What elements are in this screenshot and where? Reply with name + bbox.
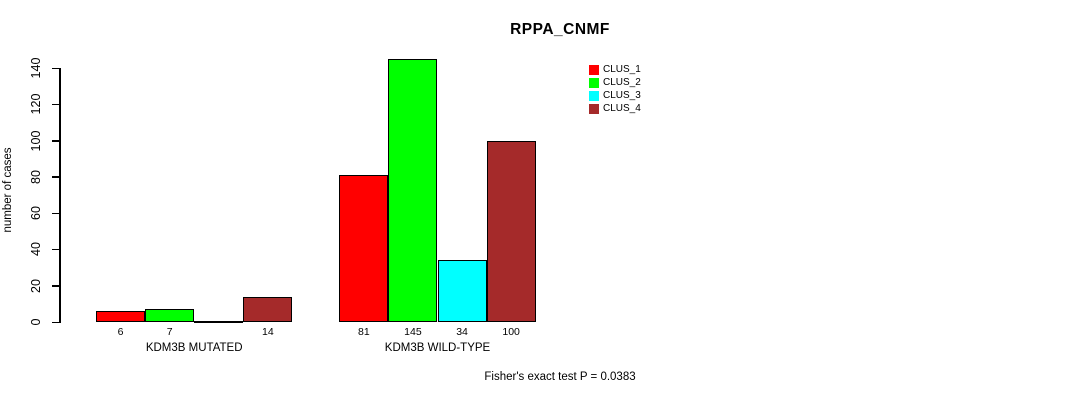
bar	[437, 260, 487, 322]
bar-value-label: 34	[456, 326, 468, 338]
legend-item: CLUS_1	[589, 63, 641, 76]
bar	[388, 58, 438, 322]
y-tick-label: 0	[29, 318, 43, 326]
bar	[339, 175, 389, 322]
legend-swatch	[589, 90, 599, 101]
y-tick	[52, 212, 59, 215]
y-tick-label: 120	[29, 93, 43, 115]
bar-zero-line	[194, 321, 244, 323]
bar-value-label: 7	[166, 326, 173, 338]
legend-item: CLUS_4	[589, 102, 641, 115]
fisher-test-annotation: Fisher's exact test P = 0.0383	[484, 371, 636, 383]
bar	[243, 296, 293, 322]
y-tick	[52, 176, 59, 178]
bar	[145, 309, 195, 322]
legend-label: CLUS_1	[603, 64, 641, 75]
y-tick-label: 140	[29, 57, 43, 79]
y-tick	[52, 103, 59, 106]
legend-label: CLUS_2	[603, 77, 641, 88]
bar	[96, 311, 146, 322]
y-tick-label: 60	[29, 206, 43, 221]
y-tick	[52, 140, 59, 142]
bar-value-label: 81	[358, 326, 370, 338]
y-tick	[52, 248, 59, 251]
x-group-label: KDM3B WILD-TYPE	[384, 342, 491, 354]
legend-label: CLUS_4	[603, 103, 641, 114]
y-tick-label: 20	[29, 278, 43, 293]
legend-swatch	[589, 77, 599, 88]
legend-item: CLUS_2	[589, 76, 641, 89]
legend-swatch	[589, 103, 599, 114]
y-tick-label: 100	[29, 130, 43, 151]
legend: CLUS_1 CLUS_2 CLUS_3 CLUS_4	[589, 63, 641, 115]
legend-swatch	[589, 64, 599, 75]
y-tick	[52, 67, 59, 69]
x-group-label: KDM3B MUTATED	[145, 342, 243, 354]
y-tick	[52, 285, 59, 287]
bar-value-label: 100	[502, 326, 520, 338]
bar	[486, 140, 536, 322]
bar-value-label: 6	[117, 326, 124, 338]
legend-item: CLUS_3	[589, 89, 641, 102]
legend-label: CLUS_3	[603, 90, 641, 101]
y-axis-line	[59, 68, 61, 323]
y-tick-label: 40	[29, 242, 43, 257]
y-axis-label: number of cases	[2, 147, 14, 233]
chart-title: RPPA_CNMF	[510, 21, 610, 38]
bar-value-label: 145	[404, 326, 422, 338]
y-tick-label: 80	[29, 169, 43, 184]
y-tick	[52, 321, 59, 323]
bar-value-label: 14	[262, 326, 274, 338]
